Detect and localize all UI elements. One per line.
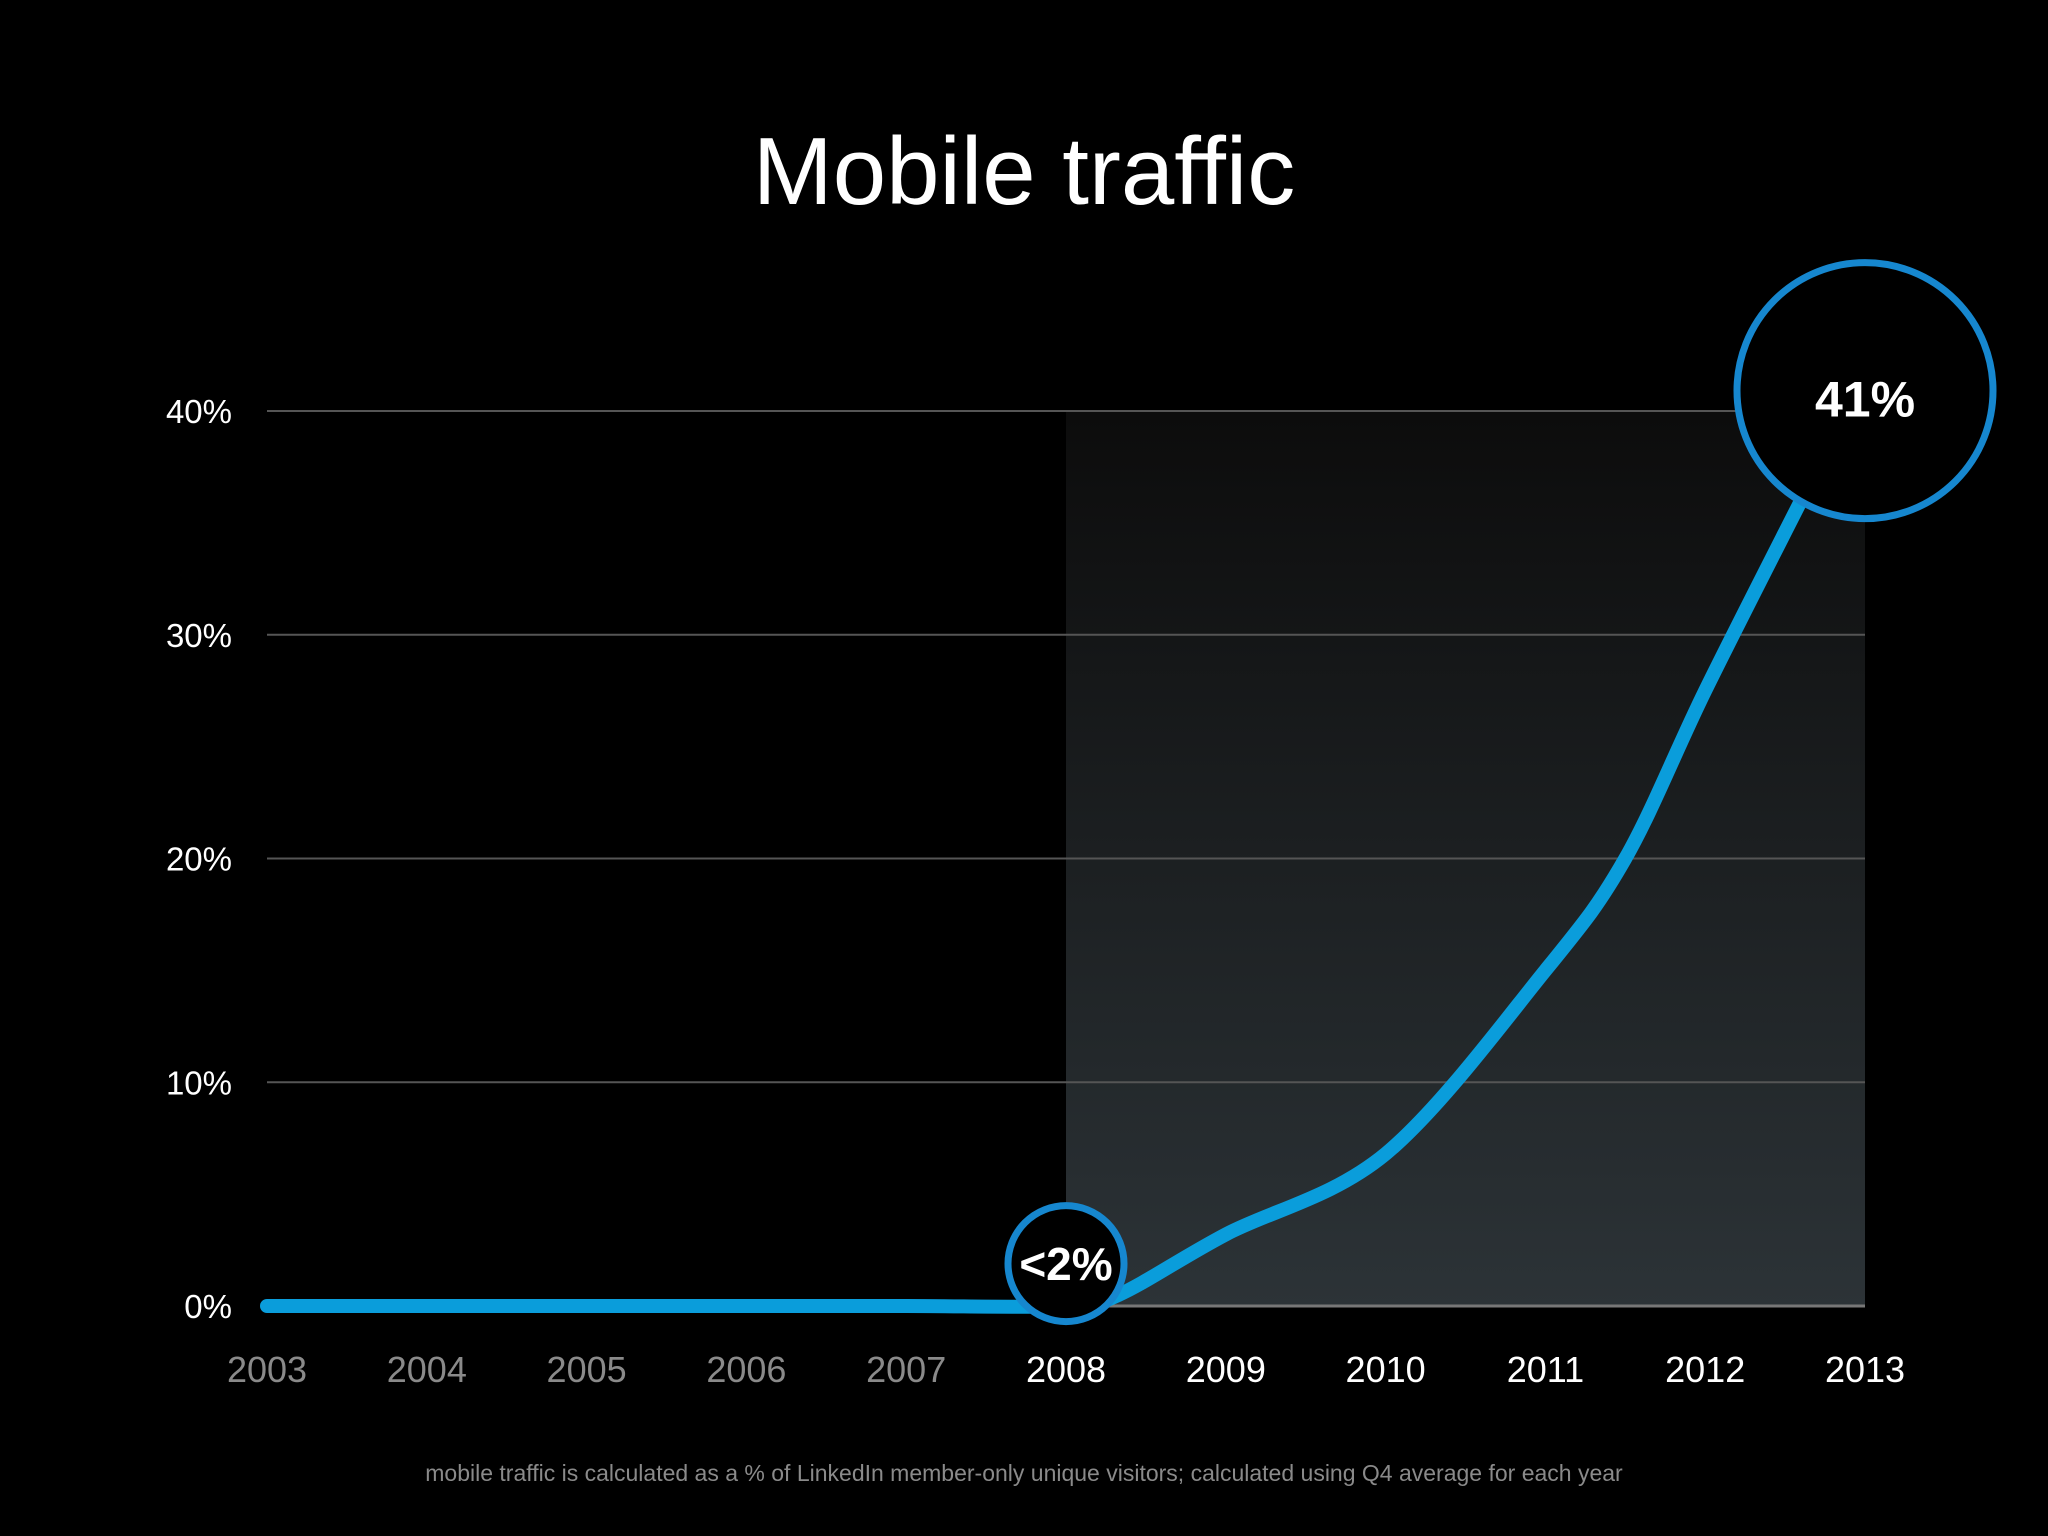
callout-label: 41% (1815, 372, 1915, 428)
slide-title: Mobile traffic (752, 118, 1296, 225)
y-tick-label: 30% (166, 617, 232, 654)
footnote: mobile traffic is calculated as a % of L… (425, 1460, 1623, 1486)
x-tick-label: 2003 (227, 1349, 307, 1390)
callout-circle (1733, 259, 1997, 523)
y-tick-label: 10% (166, 1064, 232, 1101)
x-tick-label: 2012 (1665, 1349, 1745, 1390)
x-tick-label: 2005 (547, 1349, 627, 1390)
x-tick-label: 2004 (387, 1349, 467, 1390)
x-tick-label: 2013 (1825, 1349, 1905, 1390)
y-tick-label: 0% (184, 1288, 232, 1325)
x-tick-label: 2010 (1346, 1349, 1426, 1390)
x-tick-label: 2009 (1186, 1349, 1266, 1390)
y-tick-label: 20% (166, 841, 232, 878)
callout-label: <2% (1019, 1238, 1112, 1290)
x-tick-label: 2007 (866, 1349, 946, 1390)
series-line (260, 493, 1809, 1314)
y-tick-label: 40% (166, 393, 232, 430)
x-tick-label: 2011 (1507, 1349, 1584, 1390)
callout-circle (1004, 1202, 1128, 1326)
x-tick-label: 2006 (706, 1349, 786, 1390)
x-tick-label: 2008 (1026, 1349, 1106, 1390)
